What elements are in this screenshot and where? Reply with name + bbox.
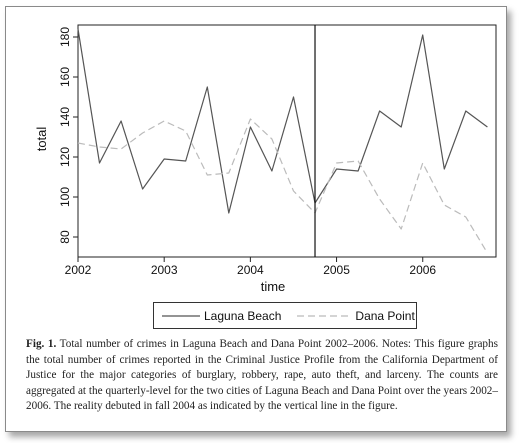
series-line-dana-point [77,118,488,254]
figure-caption-text: Total number of crimes in Laguna Beach a… [26,338,498,413]
legend-label-laguna-beach: Laguna Beach [204,308,282,323]
legend-swatch-dana-point [297,314,350,317]
series-line-laguna-beach [77,28,488,214]
plot-area [77,24,497,258]
y-tick-label: 80 [58,230,72,244]
figure-frame: 2002 2003 2004 2005 2006 80 100 120 140 160 180 tim… [5,6,507,432]
chart-legend: Laguna Beach Dana Point [153,302,417,329]
figure-label: Fig. 1. [26,338,57,350]
figure-caption: Fig. 1. Total number of crimes in Laguna… [26,337,498,415]
y-tick-label: 120 [58,147,72,167]
line-chart: 2002 2003 2004 2005 2006 80 100 120 140 160 180 tim… [34,24,497,294]
legend-label-dana-point: Dana Point [355,308,415,323]
x-tick-label: 2005 [323,263,350,277]
x-tick-label: 2003 [151,263,178,277]
y-tick-label: 100 [58,187,72,207]
y-tick-label: 160 [58,67,72,87]
x-tick-label: 2006 [409,263,436,277]
x-tick-label: 2002 [65,263,92,277]
x-tick-label: 2004 [237,263,264,277]
x-axis-title: time [261,279,286,294]
y-tick-label: 140 [58,107,72,127]
y-axis-title: total [34,127,49,152]
legend-swatch-laguna-beach [162,314,200,317]
y-tick-label: 180 [58,27,72,47]
